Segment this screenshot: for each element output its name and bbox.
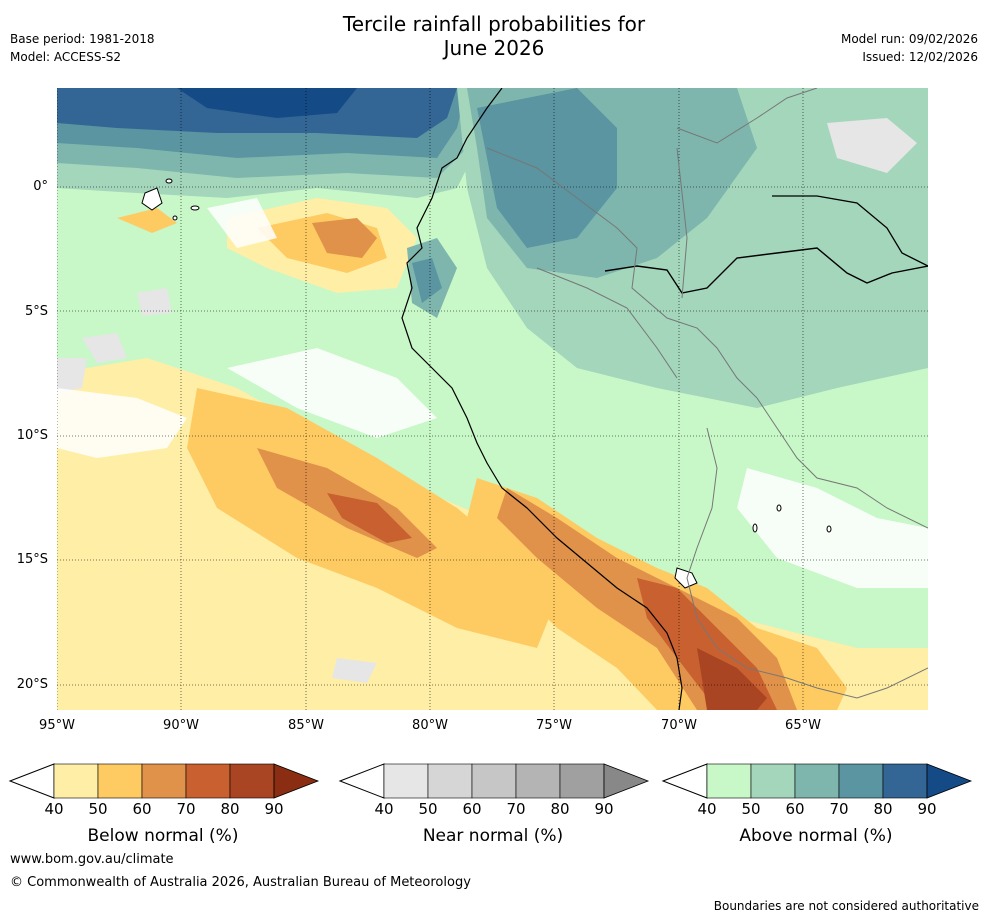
lon-tick-70w: 70°W <box>661 718 697 733</box>
colorbar-above-normal <box>661 763 973 799</box>
colorbar-arrow <box>926 763 973 799</box>
colorbar-label: 90 <box>594 800 614 818</box>
white-patch-3 <box>737 468 928 588</box>
galapagos-islands <box>141 178 200 221</box>
coastal-above-70 <box>412 258 442 303</box>
colorbar-label: 80 <box>220 800 240 818</box>
meta-right: Model run: 09/02/2026 Issued: 12/02/2026 <box>841 30 978 66</box>
map-title: Tercile rainfall probabilities for June … <box>0 12 988 60</box>
lon-tick-95w: 95°W <box>39 718 75 733</box>
colorbar-label: 50 <box>741 800 761 818</box>
coastline <box>401 88 683 710</box>
colorbar-label: 60 <box>132 800 152 818</box>
colorbar-arrow <box>603 763 650 799</box>
colorbar-cell <box>838 763 884 799</box>
white-patch-2 <box>227 348 437 438</box>
near-normal-2 <box>137 288 172 316</box>
colorbar-label: 40 <box>374 800 394 818</box>
near-normal-5 <box>57 358 87 393</box>
colorbar-cell <box>471 763 517 799</box>
northern-river <box>772 195 928 267</box>
colorbar-near-normal <box>338 763 650 799</box>
lat-tick-20s: 20°S <box>16 677 48 692</box>
coastal-below-80 <box>697 648 767 710</box>
rainfall-map <box>57 88 928 710</box>
website-link[interactable]: www.bom.gov.au/climate <box>10 852 174 867</box>
amazon-river <box>604 247 928 294</box>
small-lakes <box>752 504 832 533</box>
lat-tick-15s: 15°S <box>16 552 48 567</box>
lat-tick-10s: 10°S <box>16 428 48 443</box>
white-patch-1 <box>57 388 187 458</box>
colorbar-cell <box>53 763 99 799</box>
lon-tick-65w: 65°W <box>785 718 821 733</box>
colorbar-cell <box>383 763 429 799</box>
colorbar-label: 80 <box>550 800 570 818</box>
colorbar-label: 90 <box>264 800 284 818</box>
title-line-1: Tercile rainfall probabilities for <box>342 12 646 36</box>
colorbar-label: 80 <box>873 800 893 818</box>
gridlines <box>57 88 928 710</box>
colorbar-arrow <box>273 763 320 799</box>
equator-below-70 <box>312 218 377 258</box>
country-borders <box>486 88 928 699</box>
below-normal-70 <box>327 493 412 543</box>
disclaimer: Boundaries are not considered authoritat… <box>713 899 979 913</box>
lon-tick-85w: 85°W <box>288 718 324 733</box>
above-normal-90 <box>177 88 357 118</box>
colorbar-label: 70 <box>506 800 526 818</box>
meta-left: Base period: 1981-2018 Model: ACCESS-S2 <box>10 30 155 66</box>
small-below-spot <box>117 208 177 233</box>
colorbar-cell <box>141 763 187 799</box>
colorbar-label: 70 <box>829 800 849 818</box>
colorbar-cell <box>750 763 796 799</box>
land-above-70 <box>477 88 617 248</box>
lon-tick-75w: 75°W <box>536 718 572 733</box>
lat-tick-0: 0° <box>33 179 48 194</box>
copyright: © Commonwealth of Australia 2026, Austra… <box>10 875 471 890</box>
near-normal-3 <box>332 658 377 683</box>
colorbar-label: 50 <box>418 800 438 818</box>
colorbar-label: 90 <box>917 800 937 818</box>
colorbar-below-cells <box>53 763 320 799</box>
lake-titicaca <box>674 567 698 589</box>
below-normal-title: Below normal (%) <box>87 826 239 846</box>
near-normal-title: Near normal (%) <box>422 826 564 846</box>
above-normal-title: Above normal (%) <box>739 826 893 846</box>
colorbar-label: 70 <box>176 800 196 818</box>
title-line-2: June 2026 <box>443 36 545 60</box>
colorbar-cell <box>706 763 752 799</box>
colorbar-cell <box>185 763 231 799</box>
colorbar-label: 40 <box>44 800 64 818</box>
colorbar-below-normal <box>8 763 320 799</box>
base-period: Base period: 1981-2018 <box>10 32 155 46</box>
colorbar-cell <box>229 763 275 799</box>
lon-tick-90w: 90°W <box>163 718 199 733</box>
colorbar-cell <box>794 763 840 799</box>
colorbar-label: 50 <box>88 800 108 818</box>
model-name: Model: ACCESS-S2 <box>10 50 122 64</box>
lon-tick-80w: 80°W <box>412 718 448 733</box>
colorbar-label: 60 <box>785 800 805 818</box>
colorbar-cell <box>427 763 473 799</box>
colorbar-cell <box>97 763 143 799</box>
colorbar-above-cells <box>706 763 973 799</box>
issued-date: Issued: 12/02/2026 <box>862 50 978 64</box>
colorbar-label: 60 <box>462 800 482 818</box>
colorbar-cell <box>559 763 605 799</box>
colorbar-label: 40 <box>697 800 717 818</box>
colorbar-cell <box>882 763 928 799</box>
lat-tick-5s: 5°S <box>24 304 48 319</box>
white-patch-4 <box>207 198 277 248</box>
colorbar-near-cells <box>383 763 650 799</box>
near-normal-1 <box>82 333 127 363</box>
near-normal-4 <box>827 118 917 173</box>
colorbar-cell <box>515 763 561 799</box>
model-run: Model run: 09/02/2026 <box>840 32 978 46</box>
